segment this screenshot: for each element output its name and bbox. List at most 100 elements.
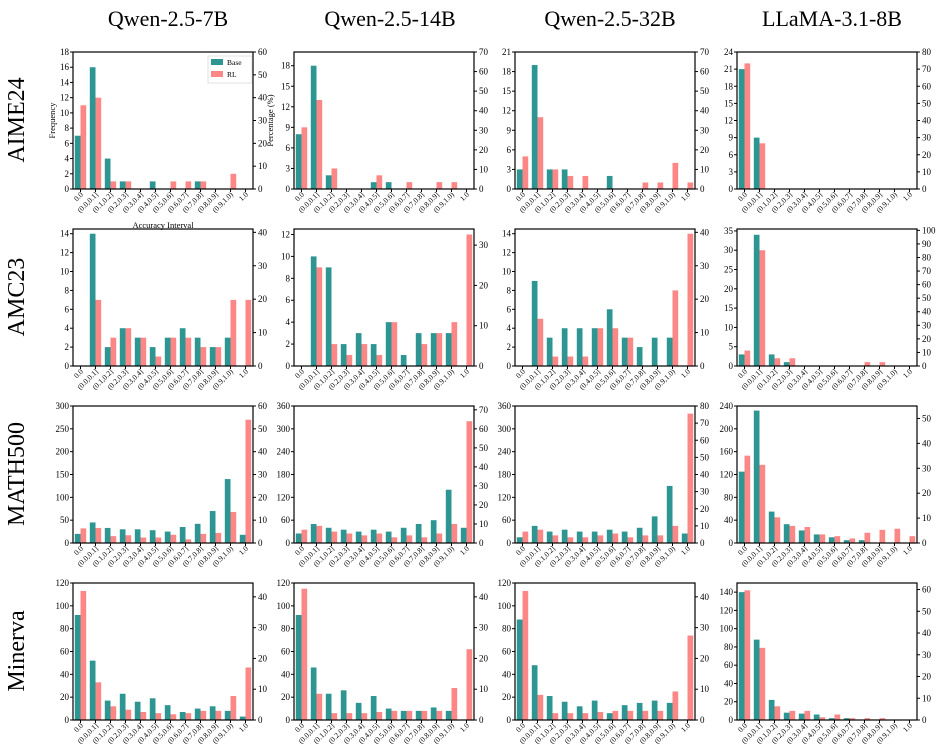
- bar-rl: [466, 649, 473, 720]
- left-tick-label: 60: [502, 515, 512, 525]
- right-tick-label: 10: [479, 164, 489, 174]
- left-tick-label: 120: [56, 578, 70, 588]
- bar-rl: [672, 691, 679, 720]
- right-tick-label: 40: [922, 116, 932, 126]
- right-tick-label: 50: [922, 413, 932, 423]
- right-tick-label: 10: [922, 513, 932, 523]
- bar-base: [149, 181, 156, 189]
- bar-base: [738, 471, 745, 543]
- bar-base: [591, 700, 598, 720]
- bar-rl: [567, 175, 574, 189]
- column-title: Qwen-2.5-7B: [108, 6, 228, 31]
- bar-base: [681, 533, 688, 543]
- bar-base: [768, 699, 775, 720]
- right-tick-label: 10: [258, 515, 268, 525]
- bar-base: [783, 524, 790, 543]
- bar-rl: [230, 696, 237, 720]
- bar-base: [621, 705, 628, 720]
- left-tick-label: 18: [281, 61, 291, 71]
- left-tick-label: 150: [56, 470, 70, 480]
- bar-base: [561, 169, 568, 189]
- column-title: Qwen-2.5-32B: [544, 6, 675, 31]
- bar-base: [606, 529, 613, 543]
- y-axis-label-right: Percentage (%): [265, 94, 275, 146]
- bar-base: [370, 344, 377, 366]
- bar-base: [310, 523, 317, 543]
- bar-rl: [406, 182, 413, 189]
- bar-rl: [346, 533, 353, 543]
- right-tick-label: 30: [479, 623, 489, 633]
- bar-base: [194, 708, 201, 720]
- left-tick-label: 3: [286, 163, 291, 173]
- left-tick-label: 180: [277, 470, 291, 480]
- bar-rl: [597, 712, 604, 720]
- left-tick-label: 14: [60, 77, 70, 87]
- row-title: Minerva: [4, 610, 30, 692]
- bar-rl: [436, 533, 443, 543]
- bar-base: [340, 529, 347, 543]
- bar-base: [194, 337, 201, 366]
- right-tick-label: 50: [922, 293, 932, 303]
- right-tick-label: 0: [479, 361, 484, 371]
- bar-rl: [316, 525, 323, 544]
- bar-rl: [200, 181, 207, 189]
- column-title: Qwen-2.5-14B: [324, 6, 455, 31]
- bar-rl: [245, 299, 252, 366]
- right-tick-label: 60: [922, 280, 932, 290]
- right-tick-label: 0: [700, 715, 705, 725]
- right-tick-label: 0: [479, 715, 484, 725]
- bar-base: [134, 529, 141, 543]
- bar-base: [149, 530, 156, 543]
- bar-rl: [230, 173, 237, 189]
- bar-rl: [95, 527, 102, 543]
- bar-base: [738, 592, 745, 720]
- left-tick-label: 40: [724, 678, 734, 688]
- bar-rl: [687, 182, 694, 189]
- bar-rl: [687, 233, 694, 366]
- bar-base: [325, 527, 332, 543]
- left-tick-label: 30: [724, 245, 734, 255]
- left-tick-label: 20: [281, 692, 291, 702]
- left-tick-label: 100: [277, 601, 291, 611]
- bar-base: [355, 531, 362, 543]
- bar-rl: [391, 322, 398, 366]
- bar-rl: [155, 356, 162, 366]
- left-tick-label: 80: [281, 624, 291, 634]
- bar-base: [753, 410, 760, 543]
- bar-base: [531, 280, 538, 366]
- right-tick-label: 10: [258, 328, 268, 338]
- bar-base: [753, 639, 760, 720]
- bar-base: [531, 665, 538, 720]
- bar-base: [325, 693, 332, 720]
- bar-base: [370, 182, 377, 189]
- bar-rl: [451, 688, 458, 720]
- right-tick-label: 50: [479, 86, 489, 96]
- bar-rl: [759, 143, 766, 189]
- bar-rl: [451, 182, 458, 189]
- bar-base: [445, 489, 452, 543]
- bar-rl: [361, 713, 368, 720]
- right-tick-label: 50: [479, 443, 489, 453]
- left-tick-label: 180: [498, 470, 512, 480]
- x-tick-label: 1.0: [237, 190, 250, 203]
- bar-rl: [316, 267, 323, 366]
- bar-rl: [95, 682, 102, 720]
- bar-rl: [642, 182, 649, 189]
- left-tick-label: 12: [60, 93, 69, 103]
- left-tick-label: 50: [60, 515, 70, 525]
- bar-rl: [406, 710, 413, 720]
- bar-rl: [155, 713, 162, 720]
- left-tick-label: 12: [502, 106, 511, 116]
- axes-frame: [514, 228, 696, 367]
- bar-rl: [759, 647, 766, 720]
- right-tick-label: 10: [479, 684, 489, 694]
- left-tick-label: 0: [729, 715, 734, 725]
- bar-rl: [597, 328, 604, 366]
- bar-rl: [612, 710, 619, 720]
- bar-rl: [672, 525, 679, 544]
- bar-rl: [170, 181, 177, 189]
- bar-rl: [301, 127, 308, 189]
- bar-rl: [612, 533, 619, 543]
- left-tick-label: 300: [277, 424, 291, 434]
- bar-base: [89, 67, 96, 189]
